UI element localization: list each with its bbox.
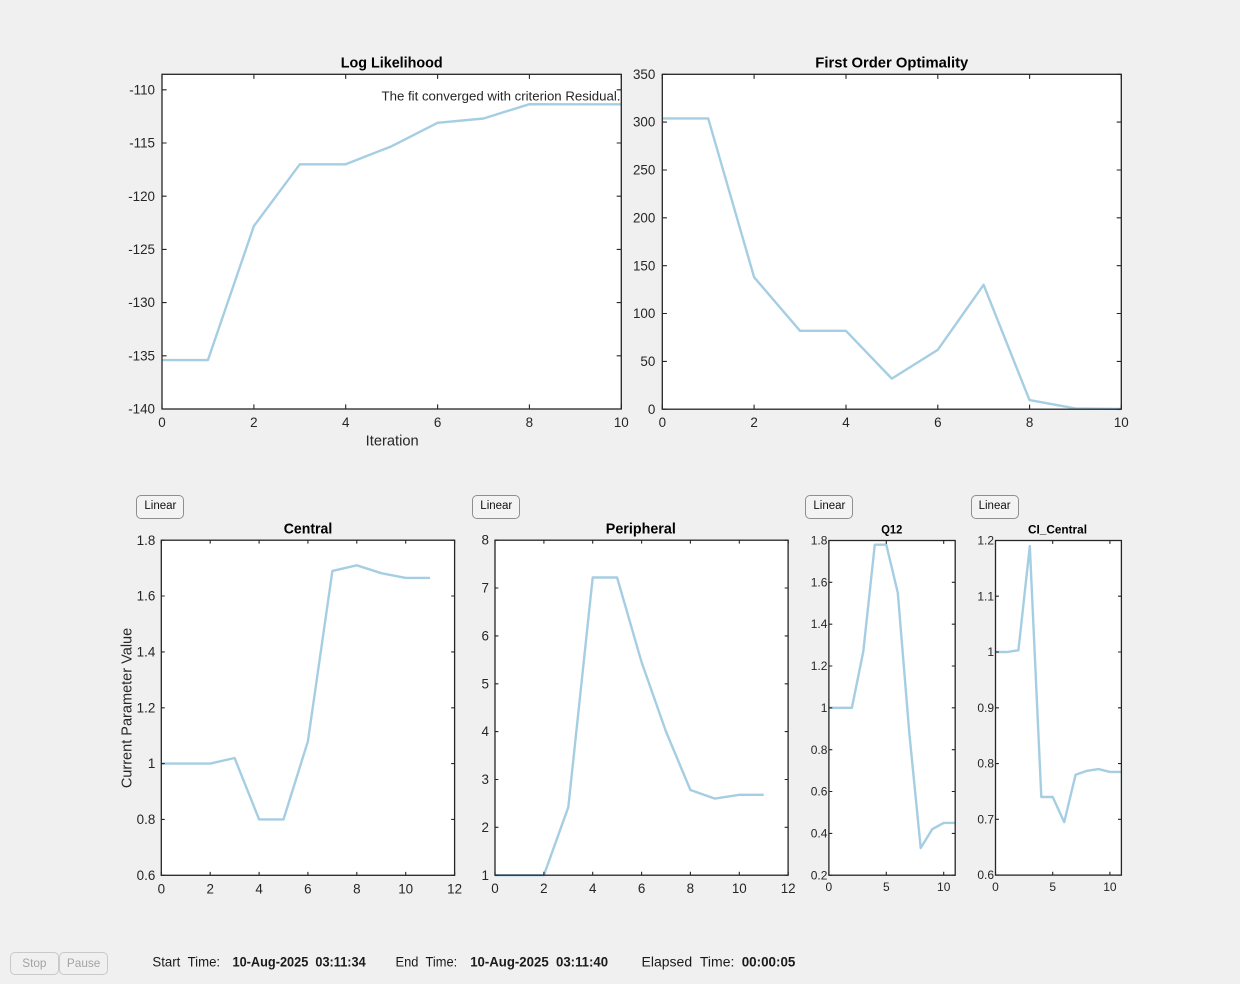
svg-text:-130: -130 [128,295,155,310]
svg-text:-135: -135 [128,348,155,363]
svg-text:1: 1 [482,868,489,883]
svg-text:5: 5 [883,880,890,894]
svg-text:1: 1 [148,756,155,771]
svg-text:00:00:05: 00:00:05 [742,955,796,970]
svg-text:10: 10 [1114,415,1129,430]
svg-text:0.4: 0.4 [811,826,828,840]
svg-text:0: 0 [648,402,655,417]
svg-text:Q12: Q12 [881,525,902,537]
svg-text:4: 4 [589,881,597,896]
svg-text:CI_Central: CI_Central [1028,525,1087,537]
svg-text:4: 4 [342,415,350,430]
svg-text:10: 10 [732,881,747,896]
svg-text:8: 8 [482,533,489,548]
svg-text:250: 250 [633,163,655,178]
svg-text:0.2: 0.2 [811,868,828,882]
svg-text:6: 6 [482,629,489,644]
svg-text:Elapsed Time:: Elapsed Time: [642,955,735,970]
svg-text:0.8: 0.8 [811,743,828,757]
svg-text:2: 2 [206,881,213,896]
svg-text:-125: -125 [128,242,155,257]
svg-text:0.6: 0.6 [137,868,156,883]
svg-text:0.8: 0.8 [137,812,156,827]
svg-text:1.4: 1.4 [811,617,828,631]
svg-text:6: 6 [638,881,645,896]
svg-text:End Time:: End Time: [396,955,458,970]
svg-text:0.8: 0.8 [977,757,994,771]
svg-text:12: 12 [781,881,796,896]
svg-text:-140: -140 [128,402,155,417]
svg-text:10: 10 [398,881,413,896]
svg-text:1.2: 1.2 [977,534,994,548]
svg-text:2: 2 [250,415,257,430]
svg-text:10-Aug-2025 03:11:40: 10-Aug-2025 03:11:40 [470,955,608,970]
svg-text:1.6: 1.6 [137,589,156,604]
svg-text:1.6: 1.6 [811,575,828,589]
svg-text:-110: -110 [129,82,155,97]
svg-text:0: 0 [826,880,833,894]
svg-text:6: 6 [304,881,311,896]
svg-text:Peripheral: Peripheral [606,521,676,538]
svg-text:10: 10 [614,415,629,430]
svg-text:1.2: 1.2 [137,700,156,715]
svg-text:4: 4 [255,881,263,896]
svg-text:8: 8 [1026,415,1033,430]
svg-text:0: 0 [158,881,165,896]
svg-text:4: 4 [842,415,850,430]
svg-text:Iteration: Iteration [366,434,419,450]
svg-text:0: 0 [992,880,999,894]
svg-text:Central: Central [284,521,333,538]
svg-text:-115: -115 [129,136,155,151]
svg-text:Start Time:: Start Time: [152,955,220,970]
svg-text:The fit converged with criteri: The fit converged with criterion Residua… [382,90,621,104]
svg-text:50: 50 [640,354,655,369]
svg-text:10: 10 [1103,880,1117,894]
svg-text:First Order Optimality: First Order Optimality [815,54,969,71]
svg-text:0.6: 0.6 [811,785,828,799]
svg-text:200: 200 [633,210,655,225]
svg-text:10: 10 [937,880,951,894]
svg-text:8: 8 [353,881,360,896]
svg-text:4: 4 [482,724,490,739]
svg-text:Current Parameter Value: Current Parameter Value [120,628,136,788]
svg-text:7: 7 [482,581,489,596]
svg-text:1: 1 [821,701,828,715]
svg-text:5: 5 [1049,880,1056,894]
svg-text:2: 2 [540,881,547,896]
svg-text:Log Likelihood: Log Likelihood [341,54,443,71]
svg-text:300: 300 [633,115,655,130]
svg-text:0: 0 [158,415,165,430]
svg-text:1.8: 1.8 [137,533,156,548]
svg-text:0: 0 [491,881,498,896]
svg-text:100: 100 [633,306,655,321]
svg-text:10-Aug-2025 03:11:34: 10-Aug-2025 03:11:34 [233,955,367,970]
svg-text:2: 2 [482,820,489,835]
svg-text:150: 150 [633,258,655,273]
svg-text:1.8: 1.8 [811,534,828,548]
svg-text:3: 3 [482,772,489,787]
svg-text:5: 5 [482,676,489,691]
svg-text:0.7: 0.7 [977,812,994,826]
svg-text:12: 12 [447,881,462,896]
svg-text:8: 8 [526,415,533,430]
svg-text:0.6: 0.6 [977,868,994,882]
svg-text:1.4: 1.4 [137,645,156,660]
svg-text:350: 350 [633,67,655,82]
svg-text:8: 8 [687,881,694,896]
svg-text:0: 0 [659,415,666,430]
svg-text:0.9: 0.9 [977,701,994,715]
svg-text:6: 6 [434,415,441,430]
svg-text:1.1: 1.1 [977,589,994,603]
svg-text:6: 6 [934,415,941,430]
svg-text:-120: -120 [128,189,155,204]
svg-text:1.2: 1.2 [811,659,828,673]
svg-text:2: 2 [750,415,757,430]
svg-text:1: 1 [987,645,994,659]
